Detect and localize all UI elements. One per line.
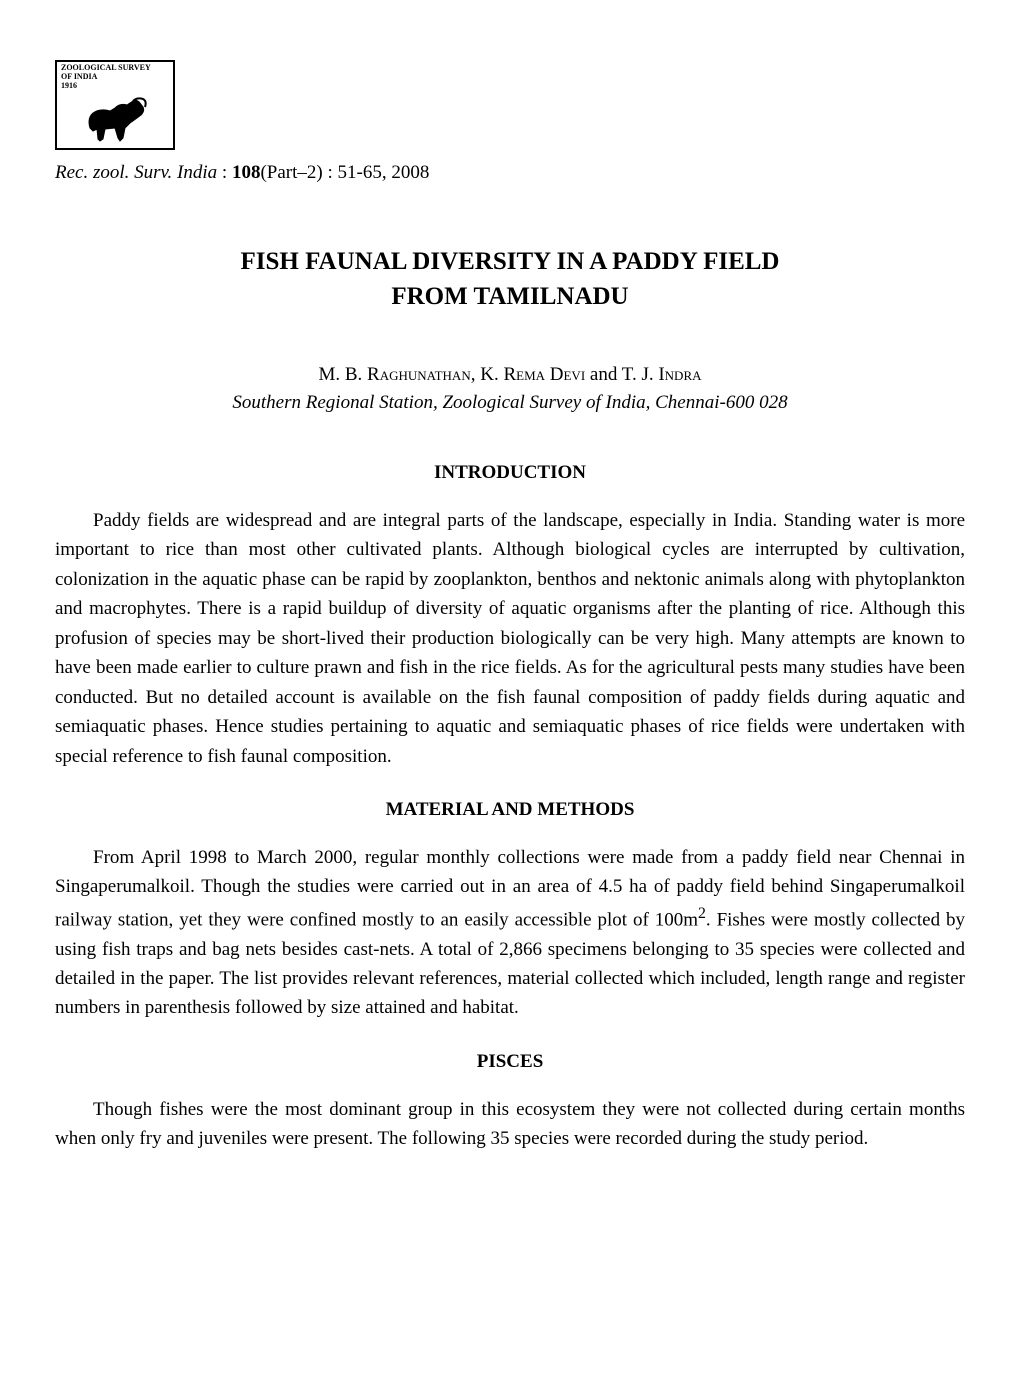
pisces-heading: PISCES <box>55 1051 965 1073</box>
author-sep2: and <box>585 364 622 385</box>
citation-line: Rec. zool. Surv. India : 108(Part–2) : 5… <box>55 162 965 184</box>
citation-sep1: : <box>217 162 232 183</box>
citation-volume: 108 <box>232 162 261 183</box>
logo-animal-icon <box>57 92 173 148</box>
authors-line: M. B. Raghunathan, K. Rema Devi and T. J… <box>55 364 965 386</box>
author1-surname: Raghunathan <box>367 364 471 385</box>
title-line1: FISH FAUNAL DIVERSITY IN A PADDY FIELD <box>241 248 780 275</box>
methods-superscript: 2 <box>698 905 706 922</box>
citation-part: (Part–2) : 51-65, 2008 <box>260 162 429 183</box>
methods-paragraph: From April 1998 to March 2000, regular m… <box>55 843 965 1023</box>
author3-initials: T. J. <box>622 364 659 385</box>
paper-title: FISH FAUNAL DIVERSITY IN A PADDY FIELD F… <box>55 244 965 314</box>
author2-initials: K. <box>480 364 503 385</box>
author-sep1: , <box>471 364 481 385</box>
affiliation: Southern Regional Station, Zoological Su… <box>55 392 965 414</box>
logo-org-line2: OF INDIA <box>61 72 97 81</box>
pisces-paragraph: Though fishes were the most dominant gro… <box>55 1095 965 1154</box>
logo-org-line1: ZOOLOGICAL SURVEY <box>61 63 151 72</box>
author2-surname: Rema Devi <box>503 364 585 385</box>
introduction-paragraph: Paddy fields are widespread and are inte… <box>55 506 965 771</box>
author1-initials: M. B. <box>318 364 367 385</box>
zsi-logo-box: ZOOLOGICAL SURVEY OF INDIA 1916 <box>55 60 175 150</box>
logo-year: 1916 <box>61 81 77 90</box>
citation-journal: Rec. zool. Surv. India <box>55 162 217 183</box>
logo-container: ZOOLOGICAL SURVEY OF INDIA 1916 <box>55 60 965 150</box>
introduction-heading: INTRODUCTION <box>55 462 965 484</box>
author3-surname: Indra <box>658 364 701 385</box>
methods-heading: MATERIAL AND METHODS <box>55 799 965 821</box>
title-line2: FROM TAMILNADU <box>391 283 628 310</box>
logo-text: ZOOLOGICAL SURVEY OF INDIA 1916 <box>57 62 173 92</box>
